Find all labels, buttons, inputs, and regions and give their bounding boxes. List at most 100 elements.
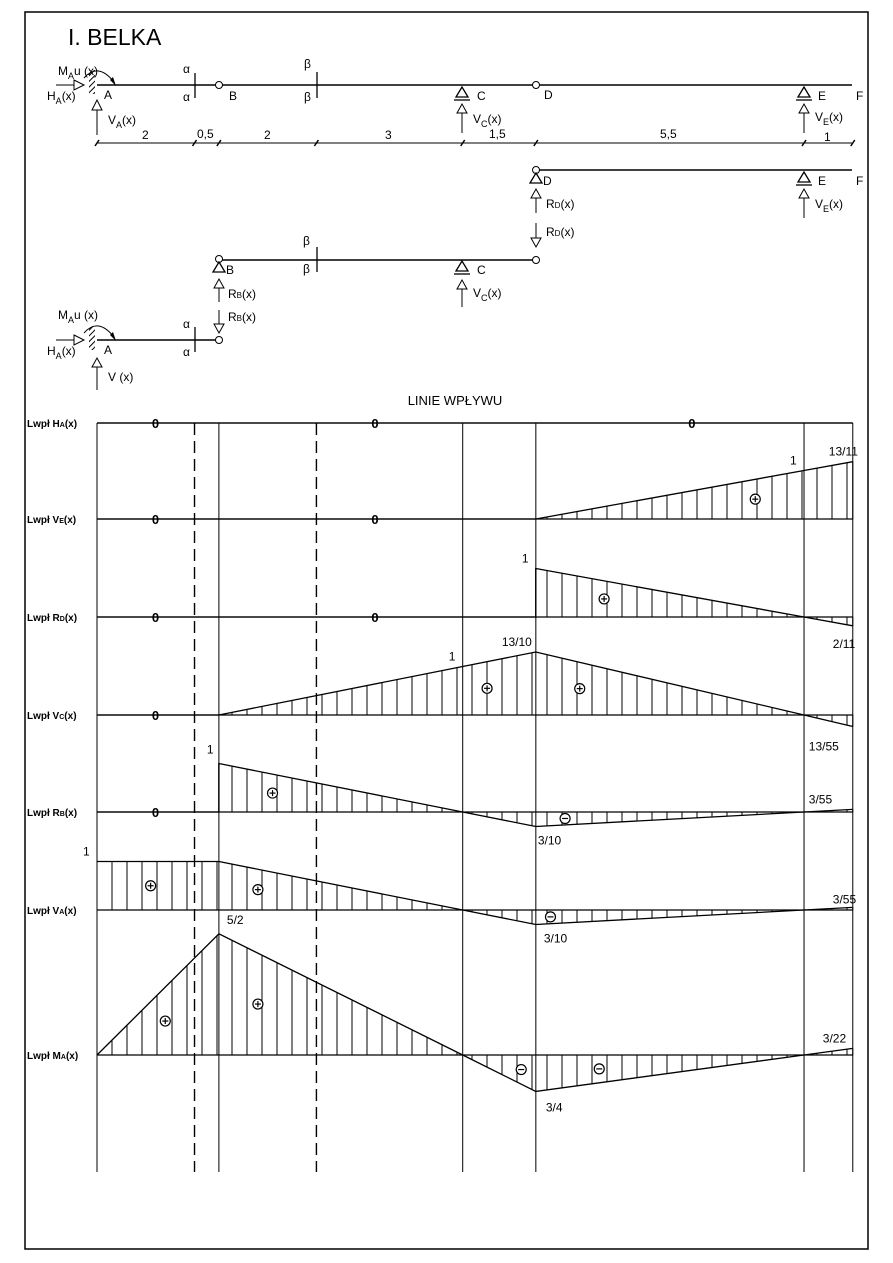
value-annotation: 2/11 xyxy=(833,637,856,651)
influence-curve xyxy=(97,567,853,627)
influence-curve xyxy=(97,762,853,828)
zero-label: 0 xyxy=(371,512,378,527)
value-annotation: 1 xyxy=(790,454,797,468)
plus-sign-icon xyxy=(481,682,493,694)
svg-text:F: F xyxy=(856,89,863,103)
svg-text:C: C xyxy=(477,89,486,103)
influence-line-label: Lwpł RB(x) xyxy=(27,808,77,819)
svg-text:A: A xyxy=(104,343,112,357)
svg-text:B: B xyxy=(226,263,234,277)
plus-sign-icon xyxy=(159,1015,171,1027)
label-vc-2: VC(x) xyxy=(473,286,502,303)
plus-sign-icon xyxy=(145,880,157,892)
zero-label: 0 xyxy=(152,512,159,527)
minus-sign-icon xyxy=(559,812,571,825)
influence-line-label: Lwpł MA(x) xyxy=(27,1051,78,1062)
svg-text:5,5: 5,5 xyxy=(660,127,677,141)
influence-line-label: Lwpł VC(x) xyxy=(27,711,77,722)
value-annotation: 3/55 xyxy=(833,892,857,906)
influence-curve xyxy=(96,933,853,1093)
label-ha-2: HA(x) xyxy=(47,344,76,361)
label-rb-down: RB(x) xyxy=(228,310,256,324)
page-title: I. BELKA xyxy=(68,24,162,50)
label-va: VA(x) xyxy=(108,113,136,130)
value-annotation: 5/2 xyxy=(227,913,244,927)
plus-sign-icon xyxy=(266,787,279,799)
label-ve: VE(x) xyxy=(815,110,843,127)
structure-full-beam: MAu (x) HA(x) A VA(x) αα B ββ C VC(x) D … xyxy=(47,57,863,147)
influence-title: LINIE WPŁYWU xyxy=(408,393,503,408)
dimension-tick xyxy=(313,139,320,147)
hinge-d-icon xyxy=(532,81,540,89)
label-moment-a-2: MAu (x) xyxy=(58,308,98,325)
minus-sign-icon xyxy=(544,911,557,923)
point-b-label: B xyxy=(229,89,237,103)
zero-label: 0 xyxy=(152,416,159,431)
roller-support-c-icon xyxy=(454,85,470,98)
svg-text:β: β xyxy=(303,234,310,248)
structure-beam-ab: MAu (x) HA(x) A αα V (x) xyxy=(47,308,223,390)
influence-curve xyxy=(97,461,853,520)
influence-line-3: Lwpł VC(x) 0 1 13/10 13/55 xyxy=(27,635,854,753)
label-rb-up: RB(x) xyxy=(228,287,256,301)
arrow-right-icon xyxy=(73,79,86,91)
influence-line-label: Lwpł HA(x) xyxy=(27,419,77,430)
svg-text:E: E xyxy=(818,89,826,103)
dimension-tick xyxy=(94,139,100,147)
svg-text:2: 2 xyxy=(142,128,149,142)
svg-text:α: α xyxy=(183,317,190,331)
value-annotation: 1 xyxy=(449,650,456,664)
svg-text:F: F xyxy=(856,174,863,188)
plus-sign-icon xyxy=(252,884,264,896)
value-annotation: 3/22 xyxy=(823,1031,847,1045)
label-rd-up: RD(x) xyxy=(546,197,574,211)
label-vc: VC(x) xyxy=(473,112,502,129)
svg-text:C: C xyxy=(477,263,486,277)
influence-line-label: Lwpł RD(x) xyxy=(27,613,77,624)
dimension-tick xyxy=(460,139,466,147)
svg-text:0,5: 0,5 xyxy=(197,127,214,141)
influence-curve xyxy=(97,860,853,926)
influence-line-0: Lwpł HA(x) 0 0 0 xyxy=(27,416,853,431)
svg-text:2: 2 xyxy=(264,128,271,142)
value-annotation: 1 xyxy=(522,552,529,566)
dimension-tick xyxy=(191,139,198,147)
pin-support-d-icon xyxy=(528,171,544,184)
plus-sign-icon xyxy=(749,493,761,505)
influence-lines: Lwpł HA(x) 0 0 0 Lwpł VE(x) 0 0 1 13/11 Lwpł RD(x… xyxy=(27,416,858,1114)
roller-support-e-icon xyxy=(796,85,812,98)
value-annotation: 1 xyxy=(207,743,214,757)
arrow-up-icon xyxy=(91,98,103,111)
structure-beam-bcd: B ββ C VC(x) RB(x) RB(x) xyxy=(211,234,540,335)
svg-text:3: 3 xyxy=(385,128,392,142)
influence-line-label: Lwpł VA(x) xyxy=(27,906,77,917)
dimension-tick xyxy=(216,139,222,147)
value-annotation: 13/10 xyxy=(502,635,532,649)
label-ve-2: VE(x) xyxy=(815,197,843,214)
zero-label: 0 xyxy=(152,805,159,820)
svg-text:β: β xyxy=(304,57,311,71)
structure-beam-def: D E F RD(x) VE(x) RD(x) xyxy=(528,166,863,249)
sheet-border xyxy=(24,11,869,1250)
fixed-support-icon xyxy=(89,70,95,94)
svg-text:α: α xyxy=(183,90,190,104)
zero-label: 0 xyxy=(371,610,378,625)
plus-sign-icon xyxy=(598,593,610,605)
zero-label: 0 xyxy=(152,708,159,723)
zero-label: 0 xyxy=(688,416,695,431)
svg-text:D: D xyxy=(544,88,553,102)
svg-text:α: α xyxy=(183,345,190,359)
plus-sign-icon xyxy=(574,683,586,695)
point-a-label: A xyxy=(104,88,112,102)
influence-line-6: Lwpł MA(x) 5/2 3/4 3/22 xyxy=(27,913,854,1114)
value-annotation: 13/55 xyxy=(809,739,839,753)
zero-label: 0 xyxy=(371,416,378,431)
label-v: V (x) xyxy=(108,370,133,384)
influence-line-1: Lwpł VE(x) 0 0 1 13/11 xyxy=(27,445,858,527)
value-annotation: 3/10 xyxy=(538,834,562,848)
minus-sign-icon xyxy=(515,1063,527,1076)
label-rd-down: RD(x) xyxy=(546,225,574,239)
minus-sign-icon xyxy=(593,1063,605,1075)
value-annotation: 13/11 xyxy=(829,445,858,459)
